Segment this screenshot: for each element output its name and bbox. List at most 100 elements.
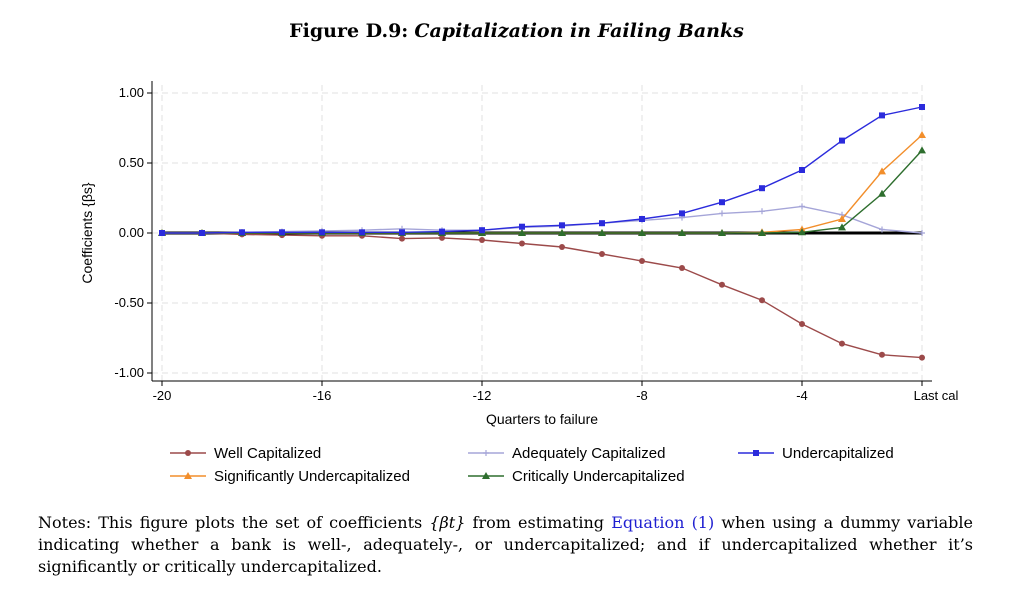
y-axis-title: Coefficients {βs} [79,182,95,284]
data-point [719,210,725,217]
equation-link[interactable]: Equation (1) [611,513,715,532]
data-point [639,258,645,264]
axes-layer: -1.00 -0.50 0.00 0.50 1.00 -20 -16 -12 -8 -4 Last … [79,81,959,427]
data-point [879,351,885,358]
x-tick-label: -20 [153,388,172,403]
y-tick-label: -0.50 [114,295,144,310]
data-point [559,222,565,229]
legend-item: Critically Undercapitalized [468,468,685,485]
data-point [839,340,845,347]
legend-marker [483,450,489,456]
data-point [638,229,646,236]
figure-notes: Notes: This figure plots the set of coef… [38,512,973,578]
data-point [479,237,485,243]
figure-title: Figure D.9: Capitalization in Failing Ba… [0,20,1033,42]
legend-label: Adequately Capitalized [512,445,665,462]
data-point [918,131,926,138]
legend-label: Critically Undercapitalized [512,468,685,485]
data-point [799,321,805,327]
data-point [919,230,925,236]
data-point [799,203,805,210]
series-significantly-undercapitalized [158,131,926,236]
data-point [439,234,445,241]
notes-suffix: when using a dummy variable indicating w… [38,513,974,576]
data-point [799,167,805,173]
data-point [319,229,325,236]
y-tick-label: 0.50 [119,155,144,170]
data-point [838,223,846,231]
data-point [759,208,765,215]
data-point [878,189,886,197]
data-point [759,297,765,304]
series-line [162,232,923,359]
series-undercapitalized [159,104,925,236]
data-point [159,230,165,236]
legend-item: Adequately Capitalized [468,445,665,462]
data-point [878,167,886,175]
y-tick-label: 1.00 [119,85,144,100]
data-point [399,235,405,242]
data-point [759,185,765,192]
data-point [359,229,365,236]
legend-item: Well Capitalized [170,445,321,462]
data-point [239,229,245,236]
data-point [679,265,685,271]
data-point [479,227,485,234]
data-point [758,229,766,236]
legend: Well Capitalized Adequately Capitalized Un… [170,445,894,485]
data-point [879,226,885,233]
data-point [518,229,526,236]
legend-marker [753,450,759,456]
legend-label: Undercapitalized [782,445,894,462]
legend-label: Well Capitalized [214,445,321,462]
x-tick-label: -8 [636,388,648,403]
series-line [162,134,923,234]
data-point [559,244,565,250]
data-point [919,354,925,361]
legend-marker [185,450,191,456]
data-point [599,251,605,257]
figure-label: Figure D.9: [289,20,409,42]
legend-item: Undercapitalized [738,445,894,462]
data-point [918,146,926,154]
series-line [162,106,923,234]
series-layer [158,104,926,361]
series-well-capitalized [159,230,925,361]
x-tick-label: -16 [313,388,332,403]
y-tick-label: -1.00 [114,365,144,380]
data-point [679,210,685,217]
line-chart: -1.00 -0.50 0.00 0.50 1.00 -20 -16 -12 -8 -4 Last … [79,81,959,485]
data-point [719,199,725,206]
data-point [719,281,725,288]
x-tick-label: -4 [796,388,808,403]
x-axis-title: Quarters to failure [486,411,598,427]
data-point [519,240,525,247]
data-point [599,220,605,227]
data-point [919,104,925,110]
legend-marker [482,472,490,479]
data-point [639,216,645,222]
series-critically-undercapitalized [158,146,926,236]
data-point [678,229,686,236]
series-line [162,205,923,234]
data-point [439,228,445,235]
notes-middle: from estimating [465,513,612,532]
data-point [519,223,525,230]
data-point [838,215,846,222]
data-point [279,229,285,236]
notes-math: {βt} [429,513,466,532]
data-point [199,230,205,236]
legend-marker [184,472,192,479]
data-point [399,229,405,236]
legend-item: Significantly Undercapitalized [170,468,410,485]
legend-label: Significantly Undercapitalized [214,468,410,485]
data-point [718,229,726,236]
data-point [839,137,845,144]
data-point [598,229,606,236]
x-tick-label: -12 [473,388,492,403]
figure-name: Capitalization in Failing Banks [414,20,744,42]
x-tick-label: Last cal [914,388,959,403]
data-point [558,229,566,236]
y-tick-label: 0.00 [119,225,144,240]
data-point [879,112,885,119]
